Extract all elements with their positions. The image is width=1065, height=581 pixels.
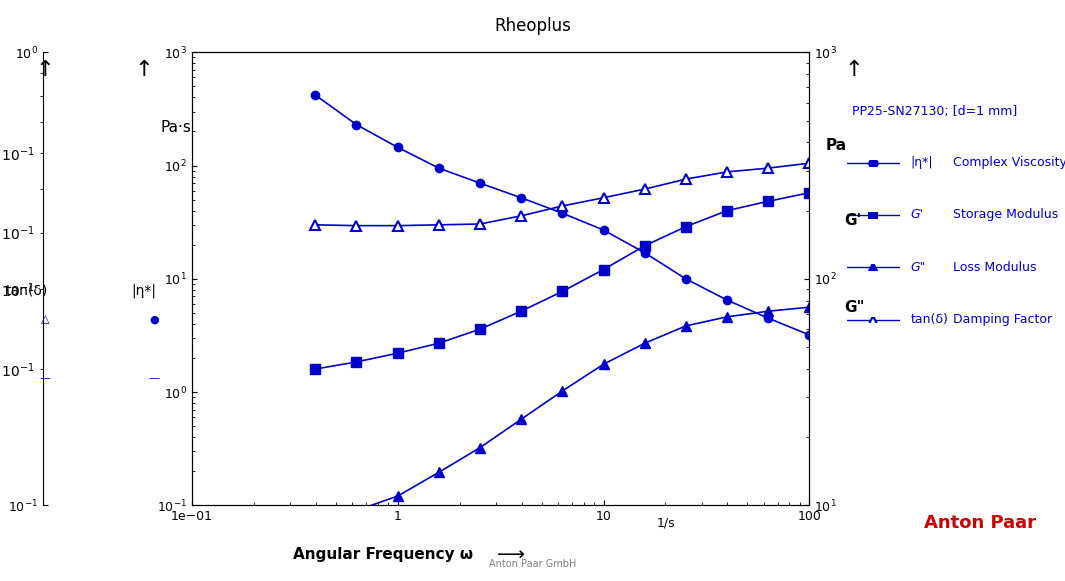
Text: G': G' bbox=[911, 209, 923, 221]
Text: —: — bbox=[39, 372, 50, 383]
Text: Rheoplus: Rheoplus bbox=[494, 17, 571, 35]
tan(δ)  Damping Factor bbox=[803, 160, 816, 167]
G'  Storage Modulus bbox=[761, 198, 774, 205]
Text: PP25-SN27130; [d=1 mm]: PP25-SN27130; [d=1 mm] bbox=[852, 105, 1017, 117]
G"  Loss Modulus bbox=[556, 388, 569, 394]
Text: G': G' bbox=[845, 213, 862, 228]
G"  Loss Modulus bbox=[350, 507, 363, 514]
Line: |η*|  Complex Viscosity: |η*| Complex Viscosity bbox=[311, 91, 814, 339]
G'  Storage Modulus bbox=[432, 340, 445, 347]
G'  Storage Modulus bbox=[679, 223, 692, 230]
Text: Anton Paar: Anton Paar bbox=[923, 514, 1036, 532]
G"  Loss Modulus bbox=[679, 322, 692, 329]
Text: tan(δ): tan(δ) bbox=[5, 284, 48, 297]
|η*|  Complex Viscosity bbox=[761, 315, 774, 322]
Text: △: △ bbox=[40, 314, 49, 325]
tan(δ)  Damping Factor bbox=[721, 168, 734, 175]
Text: Pa: Pa bbox=[825, 138, 847, 153]
G"  Loss Modulus bbox=[597, 361, 610, 368]
G"  Loss Modulus bbox=[432, 469, 445, 476]
tan(δ)  Damping Factor bbox=[638, 185, 651, 192]
Text: ↑: ↑ bbox=[845, 60, 864, 80]
Text: Pa·s: Pa·s bbox=[161, 120, 191, 135]
Text: 1/s: 1/s bbox=[656, 517, 675, 529]
Text: Angular Frequency ω: Angular Frequency ω bbox=[294, 547, 484, 562]
tan(δ)  Damping Factor bbox=[679, 175, 692, 182]
Text: G": G" bbox=[911, 261, 925, 274]
tan(δ)  Damping Factor bbox=[350, 222, 363, 229]
Text: ↑: ↑ bbox=[35, 60, 54, 80]
G'  Storage Modulus bbox=[803, 189, 816, 196]
tan(δ)  Damping Factor bbox=[761, 164, 774, 171]
G'  Storage Modulus bbox=[514, 308, 527, 315]
Line: tan(δ)  Damping Factor: tan(δ) Damping Factor bbox=[310, 159, 815, 231]
G"  Loss Modulus bbox=[638, 340, 651, 347]
G'  Storage Modulus bbox=[309, 365, 322, 372]
tan(δ)  Damping Factor bbox=[514, 213, 527, 220]
G'  Storage Modulus bbox=[556, 288, 569, 295]
Line: G"  Loss Modulus: G" Loss Modulus bbox=[310, 302, 815, 532]
G"  Loss Modulus bbox=[391, 493, 404, 500]
|η*|  Complex Viscosity bbox=[432, 164, 445, 171]
tan(δ)  Damping Factor bbox=[474, 221, 487, 228]
Text: G": G" bbox=[845, 300, 865, 315]
G"  Loss Modulus bbox=[803, 304, 816, 311]
tan(δ)  Damping Factor bbox=[391, 222, 404, 229]
Text: |η*|: |η*| bbox=[131, 284, 157, 297]
Text: tan(δ): tan(δ) bbox=[911, 313, 949, 326]
G'  Storage Modulus bbox=[597, 266, 610, 273]
G'  Storage Modulus bbox=[638, 242, 651, 249]
Text: Anton Paar GmbH: Anton Paar GmbH bbox=[489, 560, 576, 569]
|η*|  Complex Viscosity bbox=[721, 296, 734, 303]
G"  Loss Modulus bbox=[514, 416, 527, 423]
Line: G'  Storage Modulus: G' Storage Modulus bbox=[310, 188, 815, 374]
G"  Loss Modulus bbox=[474, 444, 487, 451]
|η*|  Complex Viscosity bbox=[638, 249, 651, 256]
|η*|  Complex Viscosity bbox=[514, 194, 527, 201]
Text: Loss Modulus: Loss Modulus bbox=[953, 261, 1036, 274]
|η*|  Complex Viscosity bbox=[679, 275, 692, 282]
G'  Storage Modulus bbox=[350, 358, 363, 365]
|η*|  Complex Viscosity bbox=[556, 210, 569, 217]
Text: Damping Factor: Damping Factor bbox=[953, 313, 1052, 326]
tan(δ)  Damping Factor bbox=[597, 194, 610, 201]
Text: —: — bbox=[149, 372, 160, 383]
|η*|  Complex Viscosity bbox=[350, 121, 363, 128]
G"  Loss Modulus bbox=[721, 313, 734, 320]
tan(δ)  Damping Factor bbox=[432, 221, 445, 228]
Text: Storage Modulus: Storage Modulus bbox=[953, 209, 1059, 221]
|η*|  Complex Viscosity bbox=[474, 180, 487, 187]
G'  Storage Modulus bbox=[391, 350, 404, 357]
Text: ↑: ↑ bbox=[134, 60, 153, 80]
Text: ⟶: ⟶ bbox=[497, 546, 525, 564]
G"  Loss Modulus bbox=[309, 524, 322, 531]
Text: Complex Viscosity: Complex Viscosity bbox=[953, 156, 1065, 169]
Text: |η*|: |η*| bbox=[911, 156, 933, 169]
|η*|  Complex Viscosity bbox=[391, 144, 404, 151]
Text: ●: ● bbox=[149, 314, 160, 325]
|η*|  Complex Viscosity bbox=[597, 227, 610, 234]
|η*|  Complex Viscosity bbox=[803, 331, 816, 338]
G'  Storage Modulus bbox=[721, 207, 734, 214]
G"  Loss Modulus bbox=[761, 308, 774, 315]
|η*|  Complex Viscosity bbox=[309, 91, 322, 98]
tan(δ)  Damping Factor bbox=[309, 221, 322, 228]
G'  Storage Modulus bbox=[474, 326, 487, 333]
tan(δ)  Damping Factor bbox=[556, 203, 569, 210]
